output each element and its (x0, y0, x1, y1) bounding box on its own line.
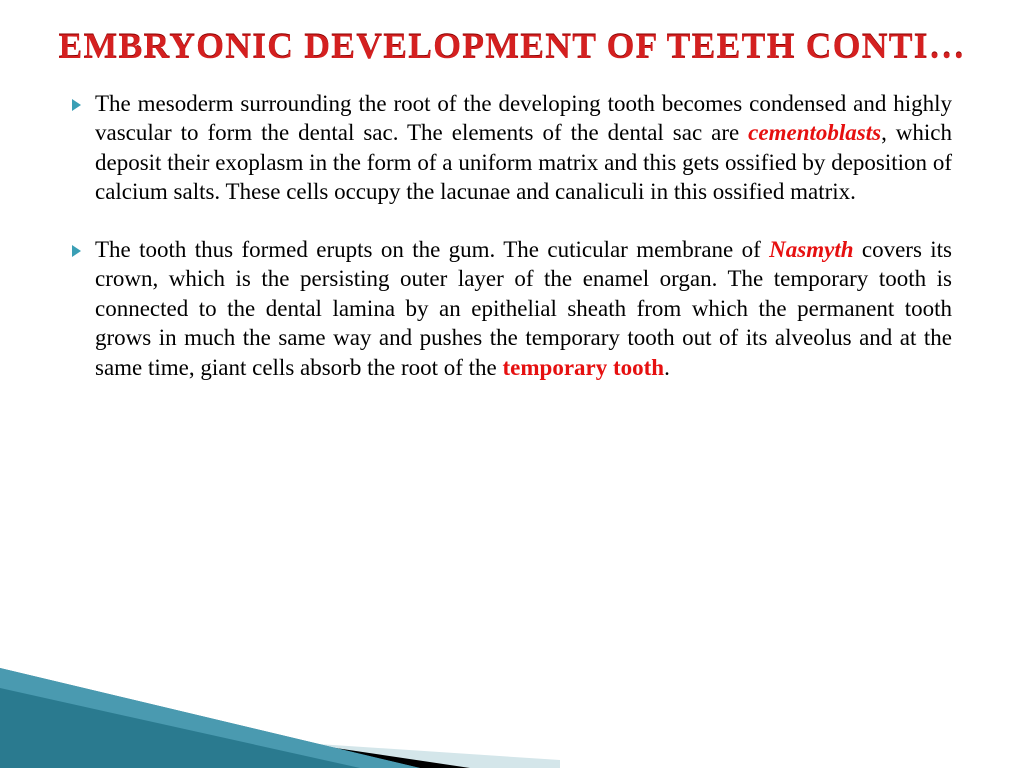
highlight-term: temporary tooth (503, 355, 665, 380)
decor-teal-triangle (0, 668, 420, 768)
bullet-triangle-icon (72, 245, 81, 257)
decor-teal-highlight (0, 668, 420, 768)
slide-title: Embryonic development of teeth conti… (0, 0, 1024, 79)
bullet-triangle-icon (72, 99, 81, 111)
content-area: The mesoderm surrounding the root of the… (0, 79, 1024, 382)
decor-black-stripe (0, 698, 470, 768)
highlight-term: Nasmyth (769, 237, 853, 262)
bullet-item: The tooth thus formed erupts on the gum.… (72, 235, 952, 382)
corner-decoration (0, 628, 560, 768)
paragraph-2: The tooth thus formed erupts on the gum.… (95, 235, 952, 382)
highlight-term: cementoblasts (748, 120, 881, 145)
bullet-item: The mesoderm surrounding the root of the… (72, 89, 952, 207)
text-run: . (664, 355, 670, 380)
paragraph-1: The mesoderm surrounding the root of the… (95, 89, 952, 207)
decor-pale-stripe (0, 723, 560, 768)
text-run: The tooth thus formed erupts on the gum.… (95, 237, 769, 262)
